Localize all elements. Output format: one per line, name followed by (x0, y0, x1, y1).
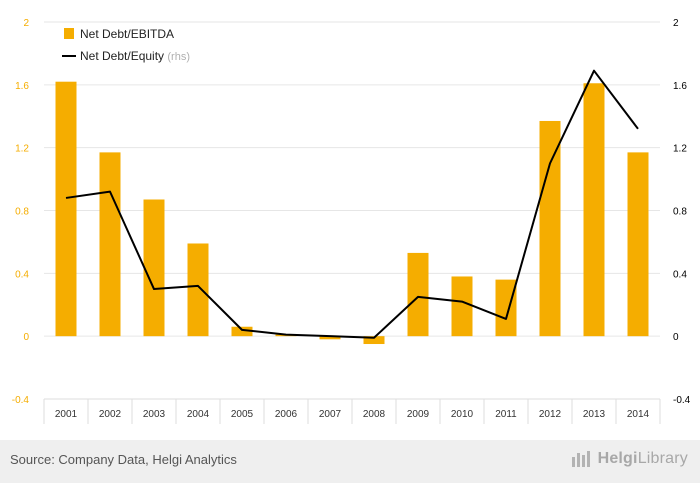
legend-label: Net Debt/EBITDA (80, 27, 174, 41)
y-right-tick-label: 0.8 (673, 207, 687, 218)
bar (187, 243, 209, 337)
y-left-tick-label: -0.4 (12, 395, 30, 406)
x-tick-label: 2013 (583, 409, 606, 420)
y-left-tick-label: 1.6 (15, 81, 29, 92)
x-tick-label: 2006 (275, 409, 298, 420)
helgi-library-logo[interactable]: HelgiLibrary (571, 450, 688, 468)
y-right-tick-label: 1.6 (673, 81, 687, 92)
x-tick-label: 2001 (55, 409, 78, 420)
line-series (65, 69, 639, 339)
x-tick-label: 2003 (143, 409, 166, 420)
bar (451, 276, 473, 337)
legend-swatch-bar (64, 28, 74, 39)
y-left-tick-label: 0 (23, 332, 29, 343)
bar (363, 336, 385, 345)
y-left-tick-label: 1.2 (15, 144, 29, 155)
y-right-tick-label: -0.4 (673, 395, 691, 406)
y-right-tick-label: 0 (673, 332, 679, 343)
brand-name: HelgiLibrary (597, 450, 688, 467)
bar (583, 83, 605, 337)
y-right-tick-label: 2 (673, 18, 679, 29)
y-right-tick-label: 1.2 (673, 144, 687, 155)
x-tick-label: 2004 (187, 409, 210, 420)
bar (99, 152, 121, 337)
x-tick-label: 2010 (451, 409, 474, 420)
bar (627, 152, 649, 337)
bar (495, 279, 517, 337)
x-tick-label: 2002 (99, 409, 122, 420)
y-left-tick-label: 2 (23, 18, 29, 29)
x-tick-label: 2011 (495, 409, 517, 420)
x-tick-label: 2012 (539, 409, 562, 420)
helgi-library-logo-icon (571, 451, 590, 467)
x-tick-label: 2014 (627, 409, 650, 420)
x-tick-label: 2008 (363, 409, 386, 420)
legend-suffix: (rhs) (167, 51, 190, 63)
footer-bar: Source: Company Data, Helgi Analytics He… (0, 440, 700, 483)
source-note: Source: Company Data, Helgi Analytics (10, 452, 237, 467)
bar (55, 81, 77, 337)
x-tick-label: 2009 (407, 409, 430, 420)
bar (539, 120, 561, 337)
bar (407, 252, 429, 337)
bar (231, 326, 253, 337)
y-right-tick-label: 0.4 (673, 269, 687, 280)
combo-chart: 2 1.6 1.2 0.8 0.4 0 -0.4 2 1.6 1.2 0.8 0.4 0 -0.4 2001… (12, 18, 691, 424)
x-tick-label: 2005 (231, 409, 254, 420)
bar (319, 336, 341, 340)
x-tick-label: 2007 (319, 409, 342, 420)
y-left-tick-label: 0.8 (15, 207, 29, 218)
y-left-tick-label: 0.4 (15, 269, 29, 280)
bar (143, 199, 165, 337)
legend-label: Net Debt/Equity (rhs) (80, 49, 190, 63)
